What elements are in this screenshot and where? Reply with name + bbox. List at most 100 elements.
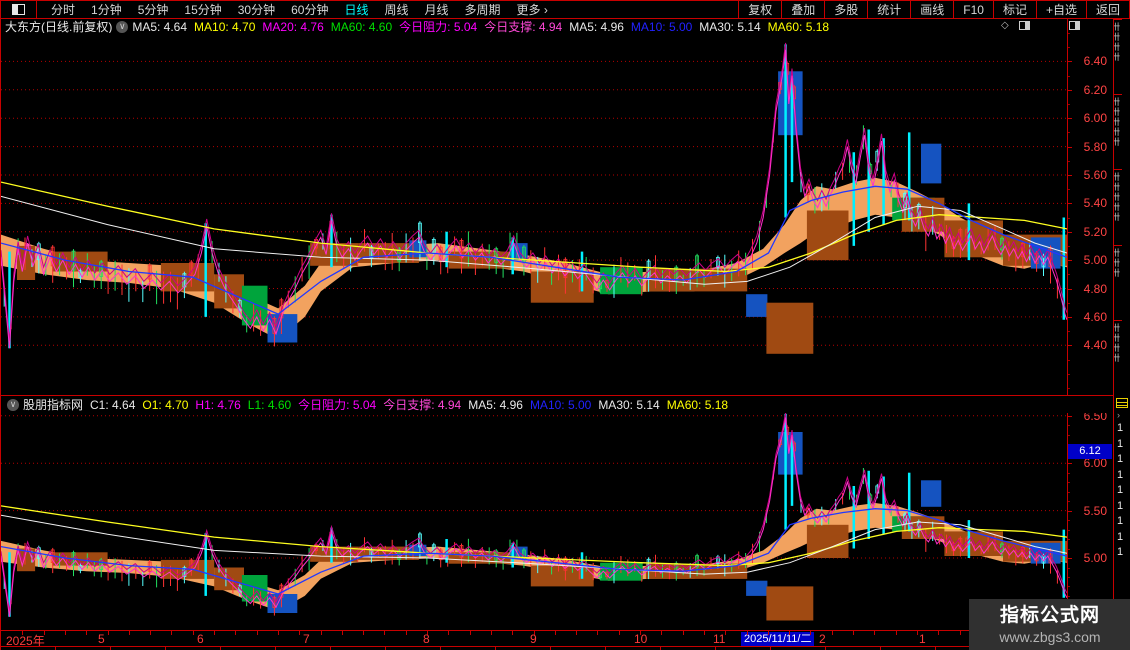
date-axis-tick	[554, 631, 556, 635]
collapsed-panel-section[interactable]: 卅卅卅卅卅	[1114, 169, 1122, 244]
date-axis-tick	[469, 631, 471, 635]
date-axis-tick	[256, 631, 258, 635]
price-axis-label: 5.50	[1083, 503, 1107, 518]
tab-多周期[interactable]: 多周期	[464, 3, 501, 17]
strip-separator-line	[1113, 19, 1114, 650]
collapsed-panel-section[interactable]: 卅卅卅卅	[1114, 19, 1122, 94]
tab-1分钟[interactable]: 1分钟	[91, 3, 122, 17]
stock-list-row[interactable]: 1	[1117, 530, 1124, 543]
value-C1: C1: 4.64	[90, 398, 136, 412]
layout-toggle-button[interactable]	[1, 1, 37, 18]
toolbar-button-返回[interactable]: 返回	[1085, 1, 1129, 18]
date-axis-tick	[767, 631, 769, 635]
diamond-icon[interactable]: ◇	[1001, 20, 1009, 31]
date-axis-tick	[533, 631, 535, 635]
chevron-down-icon[interactable]: ∨	[7, 398, 19, 411]
toolbar-button-标记[interactable]: 标记	[992, 1, 1036, 18]
axis-minor-tick	[1067, 160, 1070, 162]
chevron-down-icon[interactable]: ∨	[116, 20, 129, 33]
axis-minor-tick	[1067, 189, 1070, 191]
date-axis-tick	[682, 631, 684, 635]
tab-30分钟[interactable]: 30分钟	[237, 3, 276, 17]
axis-minor-tick	[1067, 472, 1070, 474]
price-axis-label: 5.40	[1083, 196, 1107, 211]
toolbar-button-统计[interactable]: 统计	[867, 1, 910, 18]
value-MA30: MA30: 5.14	[699, 20, 761, 33]
tab-日线[interactable]: 日线	[344, 3, 369, 17]
collapsed-panel-section[interactable]: 卅卅卅卅卅	[1114, 94, 1122, 169]
tab-5分钟[interactable]: 5分钟	[137, 3, 169, 17]
stock-list-row[interactable]: 1	[1117, 468, 1124, 481]
value-MA5: MA5: 4.96	[468, 398, 523, 412]
watermark-box: 指标公式网 www.zbgs3.com	[969, 599, 1130, 650]
month-label: 5	[98, 632, 105, 646]
value-MA5: MA5: 4.96	[569, 20, 624, 33]
stock-list-row[interactable]: 1	[1117, 499, 1124, 512]
right-collapsed-panel-top[interactable]: 卅卅卅卅 卅卅卅卅卅 卅卅卅卅卅 卅卅卅 卅卅卅卅	[1114, 19, 1130, 395]
month-label: 11	[713, 632, 726, 646]
date-axis-tick	[938, 631, 940, 635]
tab-分时[interactable]: 分时	[51, 3, 76, 17]
date-axis-tick	[789, 631, 791, 635]
right-collapsed-panel-bottom[interactable]: › 1 1 1 1 1 1 1 1 1	[1114, 395, 1130, 630]
date-axis-tick	[192, 631, 194, 635]
date-axis-tick	[831, 631, 833, 635]
price-axis-label: 5.00	[1083, 253, 1107, 268]
indicator-source: 股朋指标网	[23, 398, 84, 412]
price-axis-label: 4.80	[1083, 281, 1107, 296]
date-axis-tick	[725, 631, 727, 635]
tab-更多 ›[interactable]: 更多 ›	[516, 3, 548, 17]
month-label: 9	[530, 632, 537, 646]
bottom-edge-strip	[1, 646, 1129, 650]
axis-tick	[1067, 463, 1072, 465]
price-axis-bottom: 5.00 5.50 6.00 6.50 6.12	[1067, 409, 1113, 630]
collapsed-panel-section[interactable]: 卅卅卅卅	[1114, 319, 1122, 395]
date-axis-tick	[916, 631, 918, 635]
ma-values: MA5: 4.64 MA10: 4.70 MA20: 4.76 MA60: 4.60 今…	[132, 20, 836, 33]
toolbar-button-F10[interactable]: F10	[953, 1, 993, 18]
value-MA10: MA10: 4.70	[194, 20, 256, 33]
axis-minor-tick	[1067, 482, 1070, 484]
indicator-chart[interactable]	[1, 413, 1067, 630]
tab-15分钟[interactable]: 15分钟	[184, 3, 222, 17]
date-axis-tick	[277, 631, 279, 635]
stock-list-icon[interactable]	[1116, 398, 1128, 408]
stock-list-row[interactable]: 1	[1117, 453, 1124, 465]
toolbar-button-多股[interactable]: 多股	[824, 1, 867, 18]
collapse-arrow-icon[interactable]: ›	[1117, 410, 1120, 420]
date-axis-tick	[150, 631, 152, 635]
toolbar-button-画线[interactable]: 画线	[910, 1, 953, 18]
price-axis-label: 6.00	[1083, 456, 1107, 471]
date-axis-tick	[490, 631, 492, 635]
date-axis-tick	[810, 631, 812, 635]
month-label: 1	[919, 632, 926, 646]
main-price-chart[interactable]	[1, 33, 1067, 395]
panel-icon[interactable]	[1019, 21, 1030, 30]
toolbar-button-复权[interactable]: 复权	[738, 1, 781, 18]
stock-list-row[interactable]: 1	[1117, 515, 1124, 527]
date-axis-tick	[341, 631, 343, 635]
date-axis-tick	[640, 631, 641, 635]
date-axis-tick	[959, 631, 961, 635]
axis-panel-icon[interactable]	[1069, 21, 1080, 30]
axis-minor-tick	[1067, 529, 1070, 531]
toolbar-button-+自选[interactable]: +自选	[1035, 1, 1086, 18]
toolbar-button-叠加[interactable]: 叠加	[781, 1, 824, 18]
tab-周线[interactable]: 周线	[384, 3, 409, 17]
date-axis-tick	[22, 631, 24, 635]
infobar-icons: ◇	[1001, 20, 1061, 33]
collapsed-panel-section[interactable]: 卅卅卅	[1114, 244, 1122, 320]
price-axis-label: 6.20	[1083, 82, 1107, 97]
stock-list-row[interactable]: 1	[1117, 484, 1124, 496]
value-H1: H1: 4.76	[195, 398, 241, 412]
stock-list-row[interactable]: 1	[1117, 422, 1124, 434]
date-axis-tick	[661, 631, 663, 635]
tab-60分钟[interactable]: 60分钟	[291, 3, 329, 17]
date-axis[interactable]: 2025年 2025/11/11/二 5 6 7 8 9 10 11 2 1	[1, 630, 1129, 648]
tab-月线[interactable]: 月线	[424, 3, 449, 17]
stock-title: 大东方(日线.前复权)	[5, 20, 113, 33]
stock-list-row[interactable]: 1	[1117, 546, 1124, 558]
stock-list-row[interactable]: 1	[1117, 437, 1124, 450]
date-axis-tick	[128, 631, 130, 635]
value-MA20: MA20: 4.76	[262, 20, 324, 33]
